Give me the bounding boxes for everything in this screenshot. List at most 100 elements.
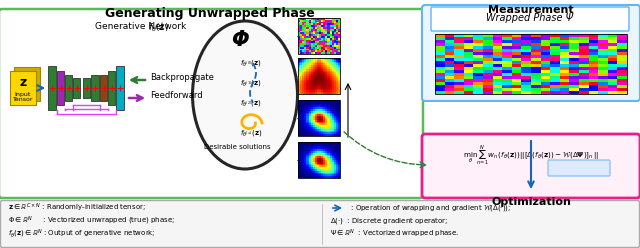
Bar xyxy=(302,45,304,47)
Bar xyxy=(328,47,330,49)
Bar xyxy=(323,49,325,50)
Bar xyxy=(332,52,333,54)
Bar xyxy=(323,107,325,109)
Bar xyxy=(338,85,340,87)
Bar xyxy=(308,78,310,80)
Bar xyxy=(313,155,315,156)
Bar xyxy=(307,144,308,146)
Bar xyxy=(298,144,300,146)
Bar xyxy=(589,64,598,67)
Bar xyxy=(332,29,333,31)
Bar xyxy=(298,131,300,132)
Bar xyxy=(338,127,340,129)
Bar xyxy=(325,29,328,31)
Bar xyxy=(332,76,333,78)
Bar xyxy=(310,74,313,76)
Bar xyxy=(325,134,328,136)
Bar xyxy=(302,87,304,89)
Bar xyxy=(308,132,310,134)
Bar xyxy=(319,105,321,107)
Bar xyxy=(317,20,319,22)
Bar xyxy=(308,69,310,71)
Bar xyxy=(338,151,340,153)
Bar xyxy=(315,69,317,71)
Bar xyxy=(336,142,338,144)
Bar xyxy=(332,173,333,174)
Bar xyxy=(321,34,323,36)
Bar xyxy=(304,25,307,27)
Bar xyxy=(541,88,550,91)
Bar xyxy=(300,176,302,178)
Bar xyxy=(330,104,332,105)
Bar xyxy=(598,49,608,52)
Bar xyxy=(522,55,531,58)
Bar xyxy=(319,107,321,109)
Bar xyxy=(298,34,300,36)
Bar xyxy=(298,43,300,45)
Bar xyxy=(308,45,310,47)
Bar xyxy=(317,38,319,40)
Bar xyxy=(589,34,598,37)
Bar xyxy=(304,36,307,38)
Bar xyxy=(313,85,315,87)
Bar xyxy=(300,49,302,50)
Bar xyxy=(313,58,315,60)
Bar xyxy=(336,114,338,116)
Bar xyxy=(319,80,321,81)
Bar xyxy=(325,62,328,63)
Bar xyxy=(333,78,336,80)
Bar xyxy=(315,111,317,113)
Bar xyxy=(502,73,512,76)
Bar xyxy=(304,174,307,176)
Bar xyxy=(302,158,304,160)
Bar xyxy=(298,105,300,107)
Bar xyxy=(310,107,313,109)
Bar xyxy=(325,146,328,147)
Bar xyxy=(313,120,315,122)
Bar xyxy=(298,174,300,176)
Bar xyxy=(300,116,302,118)
Bar xyxy=(321,49,323,50)
Bar xyxy=(65,75,72,101)
Bar xyxy=(317,129,319,131)
Bar xyxy=(338,45,340,47)
Bar xyxy=(579,58,589,61)
Bar xyxy=(435,52,445,55)
Bar xyxy=(328,80,330,81)
Bar xyxy=(298,58,340,94)
Bar xyxy=(323,31,325,32)
Bar xyxy=(315,116,317,118)
Bar xyxy=(310,129,313,131)
Bar xyxy=(321,147,323,149)
FancyBboxPatch shape xyxy=(10,71,36,105)
Bar xyxy=(100,75,107,101)
Bar xyxy=(307,127,308,129)
Bar xyxy=(313,45,315,47)
Bar xyxy=(336,47,338,49)
Bar xyxy=(319,83,321,85)
Bar xyxy=(317,113,319,114)
Bar xyxy=(325,122,328,124)
Bar xyxy=(319,116,321,118)
Bar xyxy=(307,167,308,169)
Bar xyxy=(550,67,560,70)
Bar xyxy=(336,107,338,109)
Bar xyxy=(338,122,340,124)
Bar xyxy=(435,85,445,88)
Bar xyxy=(328,22,330,23)
Bar xyxy=(330,31,332,32)
Bar xyxy=(307,89,308,91)
Bar xyxy=(333,164,336,165)
Bar xyxy=(308,105,310,107)
Bar xyxy=(321,92,323,94)
Bar xyxy=(336,158,338,160)
Bar xyxy=(328,71,330,72)
Bar xyxy=(319,50,321,52)
Bar xyxy=(321,105,323,107)
Bar xyxy=(308,153,310,155)
Bar xyxy=(319,74,321,76)
Bar xyxy=(338,80,340,81)
Bar xyxy=(307,31,308,32)
Bar xyxy=(302,40,304,41)
Bar xyxy=(304,83,307,85)
